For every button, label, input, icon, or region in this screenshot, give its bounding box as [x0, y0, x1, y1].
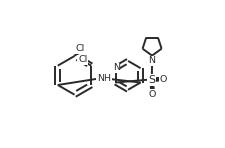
Text: Cl: Cl	[78, 55, 88, 64]
Text: NH: NH	[97, 74, 111, 83]
Text: O: O	[149, 90, 156, 99]
Text: Cl: Cl	[75, 44, 84, 53]
Text: S: S	[148, 75, 155, 85]
Text: N: N	[113, 63, 120, 72]
Text: O: O	[159, 75, 167, 84]
Text: N: N	[148, 56, 155, 65]
